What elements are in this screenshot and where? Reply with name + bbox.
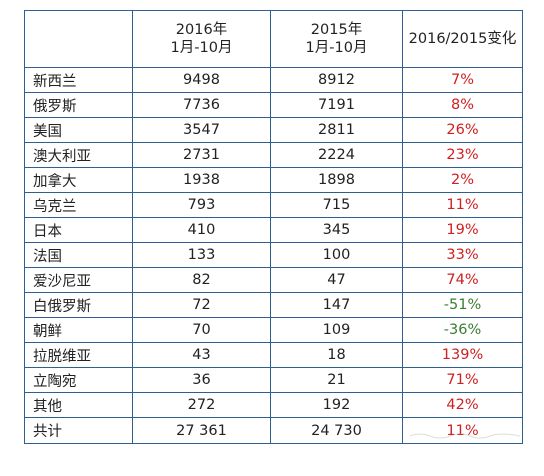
value-2016-cell: 82 [132,267,271,293]
country-cell: 立陶宛 [24,367,133,393]
value-2015-cell: 8912 [270,67,403,93]
value-2016-cell: 72 [132,292,271,318]
value-2016-cell: 410 [132,217,271,243]
country-cell: 其他 [24,392,133,418]
value-2016-cell: 272 [132,392,271,418]
change-cell: 42% [402,392,523,418]
value-2015-cell: 7191 [270,92,403,118]
header-row: 2016年 1月-10月 2015年 1月-10月 2016/2015变化 [24,10,523,68]
data-table-container: 2016年 1月-10月 2015年 1月-10月 2016/2015变化 新西… [24,10,523,444]
change-cell: -51% [402,292,523,318]
header-2016-year: 2016年 [175,22,228,38]
country-cell: 俄罗斯 [24,92,133,118]
value-2016-cell: 36 [132,367,271,393]
value-2016-cell: 3547 [132,117,271,143]
table-row: 法国 133 100 33% [24,242,523,268]
change-cell: 2% [402,167,523,193]
table-row: 白俄罗斯 72 147 -51% [24,292,523,318]
country-cell: 美国 [24,117,133,143]
table-row: 俄罗斯 7736 7191 8% [24,92,523,118]
value-2015-cell: 2224 [270,142,403,168]
change-cell: -36% [402,317,523,343]
change-cell: 26% [402,117,523,143]
country-cell: 日本 [24,217,133,243]
table-row: 日本 410 345 19% [24,217,523,243]
table-row: 朝鲜 70 109 -36% [24,317,523,343]
country-cell: 新西兰 [24,67,133,93]
change-cell: 19% [402,217,523,243]
table-row: 新西兰 9498 8912 7% [24,67,523,93]
header-2016-cell: 2016年 1月-10月 [132,10,271,68]
value-2015-cell: 715 [270,192,403,218]
total-2015-cell: 24 730 [270,417,403,444]
header-2015-cell: 2015年 1月-10月 [270,10,403,68]
value-2015-cell: 345 [270,217,403,243]
table-row: 拉脱维亚 43 18 139% [24,342,523,368]
table-row: 美国 3547 2811 26% [24,117,523,143]
table-row: 加拿大 1938 1898 2% [24,167,523,193]
import-comparison-table: 2016年 1月-10月 2015年 1月-10月 2016/2015变化 新西… [24,10,523,444]
total-change-cell: 11% [402,417,523,444]
change-cell: 139% [402,342,523,368]
table-body: 新西兰 9498 8912 7% 俄罗斯 7736 7191 8% 美国 354… [24,67,523,444]
value-2016-cell: 793 [132,192,271,218]
value-2015-cell: 109 [270,317,403,343]
value-2015-cell: 21 [270,367,403,393]
value-2015-cell: 100 [270,242,403,268]
value-2016-cell: 2731 [132,142,271,168]
value-2016-cell: 7736 [132,92,271,118]
watermark-decoration [410,433,520,439]
value-2016-cell: 70 [132,317,271,343]
change-cell: 8% [402,92,523,118]
value-2016-cell: 43 [132,342,271,368]
country-cell: 白俄罗斯 [24,292,133,318]
country-cell: 朝鲜 [24,317,133,343]
country-cell: 法国 [24,242,133,268]
header-country-cell [24,10,133,68]
header-change-cell: 2016/2015变化 [402,10,523,68]
header-2015-period: 1月-10月 [305,40,368,56]
total-row: 共计 27 361 24 730 11% [24,417,523,444]
change-cell: 7% [402,67,523,93]
country-cell: 拉脱维亚 [24,342,133,368]
change-cell: 23% [402,142,523,168]
value-2016-cell: 1938 [132,167,271,193]
value-2016-cell: 133 [132,242,271,268]
country-cell: 澳大利亚 [24,142,133,168]
table-row: 澳大利亚 2731 2224 23% [24,142,523,168]
header-2015-year: 2015年 [310,22,363,38]
header-2016-period: 1月-10月 [170,40,233,56]
table-row: 乌克兰 793 715 11% [24,192,523,218]
change-cell: 71% [402,367,523,393]
value-2015-cell: 192 [270,392,403,418]
value-2015-cell: 1898 [270,167,403,193]
value-2016-cell: 9498 [132,67,271,93]
country-cell: 乌克兰 [24,192,133,218]
value-2015-cell: 147 [270,292,403,318]
value-2015-cell: 2811 [270,117,403,143]
country-cell: 加拿大 [24,167,133,193]
change-cell: 11% [402,192,523,218]
total-2016-cell: 27 361 [132,417,271,444]
table-row: 其他 272 192 42% [24,392,523,418]
change-cell: 33% [402,242,523,268]
table-row: 爱沙尼亚 82 47 74% [24,267,523,293]
table-row: 立陶宛 36 21 71% [24,367,523,393]
country-cell: 爱沙尼亚 [24,267,133,293]
value-2015-cell: 18 [270,342,403,368]
value-2015-cell: 47 [270,267,403,293]
change-cell: 74% [402,267,523,293]
total-label-cell: 共计 [24,417,133,444]
